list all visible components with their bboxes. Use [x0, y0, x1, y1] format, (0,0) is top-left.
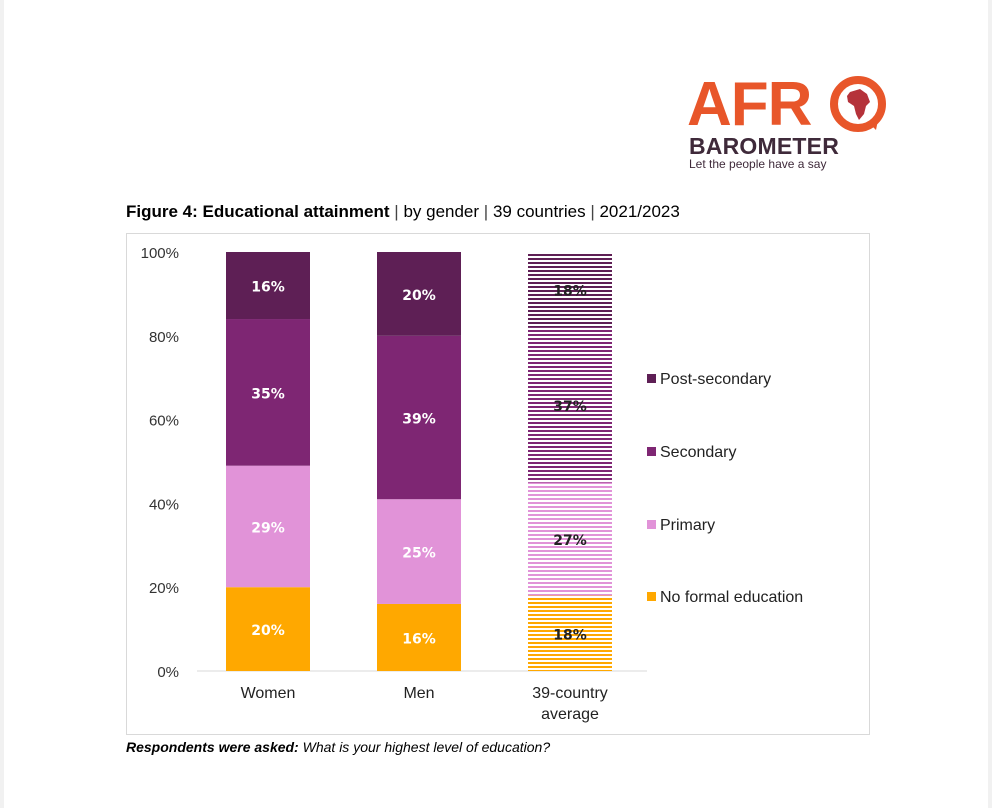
bar-primary-women: [226, 465, 310, 588]
x-tick-label: 39-country: [532, 685, 608, 702]
data-label: 18%: [553, 627, 587, 643]
afrobarometer-logo: AFR BAROMETER Let the people have a say: [687, 72, 887, 172]
stacked-bar-chart: 0% 20% 40% 60% 80% 100% 20% 29% 35% 16% Women 16% 25…: [141, 245, 804, 723]
survey-question-note: Respondents were asked: What is your hig…: [126, 739, 550, 755]
x-tick-label: Women: [241, 685, 296, 702]
data-label: 29%: [251, 520, 285, 536]
bar-post-secondary-men: [377, 252, 461, 336]
data-label: 25%: [402, 546, 436, 562]
bar-secondary-men: [377, 335, 461, 500]
bar-no-formal-education-39-country-average: [528, 595, 612, 671]
data-label: 39%: [402, 412, 436, 428]
bar-secondary-39-country-average: [528, 327, 612, 483]
data-label: 20%: [251, 623, 285, 639]
y-tick-label: 20%: [149, 580, 179, 597]
legend-swatch-no-formal-education: [647, 592, 656, 601]
legend-swatch-secondary: [647, 447, 656, 456]
bar-secondary-women: [226, 319, 310, 466]
logo-tagline: Let the people have a say: [689, 157, 827, 171]
figure-title-countries: 39 countries: [492, 202, 586, 221]
legend-label-primary: Primary: [660, 517, 715, 534]
data-label: 37%: [553, 399, 587, 415]
title-separator-3: |: [590, 202, 595, 221]
bar-no-formal-education-women: [226, 587, 310, 671]
bar-primary-39-country-average: [528, 482, 612, 596]
y-tick-label: 100%: [141, 245, 179, 262]
legend-swatch-post-secondary: [647, 374, 656, 383]
bar-post-secondary-women: [226, 252, 310, 320]
data-label: 27%: [553, 533, 587, 549]
data-label: 35%: [251, 386, 285, 402]
data-label: 16%: [251, 280, 285, 296]
y-tick-label: 0%: [157, 664, 179, 681]
logo-brand-top: AFR: [687, 70, 812, 139]
logo-brand-bottom: BAROMETER: [689, 133, 840, 159]
data-label: 20%: [402, 288, 436, 304]
bar-primary-men: [377, 499, 461, 604]
page: AFR BAROMETER Let the people have a say …: [4, 0, 988, 808]
bar-post-secondary-39-country-average: [528, 252, 612, 328]
legend-label-no-formal-education: No formal education: [660, 589, 803, 606]
legend-label-post-secondary: Post-secondary: [660, 371, 771, 388]
figure-title-years: 2021/2023: [599, 202, 680, 221]
bar-no-formal-education-men: [377, 603, 461, 671]
title-separator-2: |: [483, 202, 489, 221]
x-tick-label: Men: [403, 685, 434, 702]
y-tick-label: 80%: [149, 329, 179, 346]
legend-label-secondary: Secondary: [660, 444, 737, 461]
legend-swatch-primary: [647, 520, 656, 529]
y-tick-label: 40%: [149, 496, 179, 513]
note-label: Respondents were asked:: [126, 739, 299, 755]
y-tick-label: 60%: [149, 413, 179, 430]
figure-title-gender: by gender: [403, 202, 480, 221]
figure-title: Figure 4: Educational attainment | by ge…: [126, 202, 680, 222]
chart-frame: 0% 20% 40% 60% 80% 100% 20% 29% 35% 16% Women 16% 25…: [126, 233, 870, 735]
figure-title-bold: Figure 4: Educational attainment: [126, 202, 390, 221]
data-label: 16%: [402, 631, 436, 647]
note-question: What is your highest level of education?: [302, 739, 551, 755]
data-label: 18%: [553, 284, 587, 300]
africa-globe-icon: [830, 76, 886, 132]
x-tick-label: average: [541, 706, 599, 723]
title-separator-1: |: [394, 202, 399, 221]
